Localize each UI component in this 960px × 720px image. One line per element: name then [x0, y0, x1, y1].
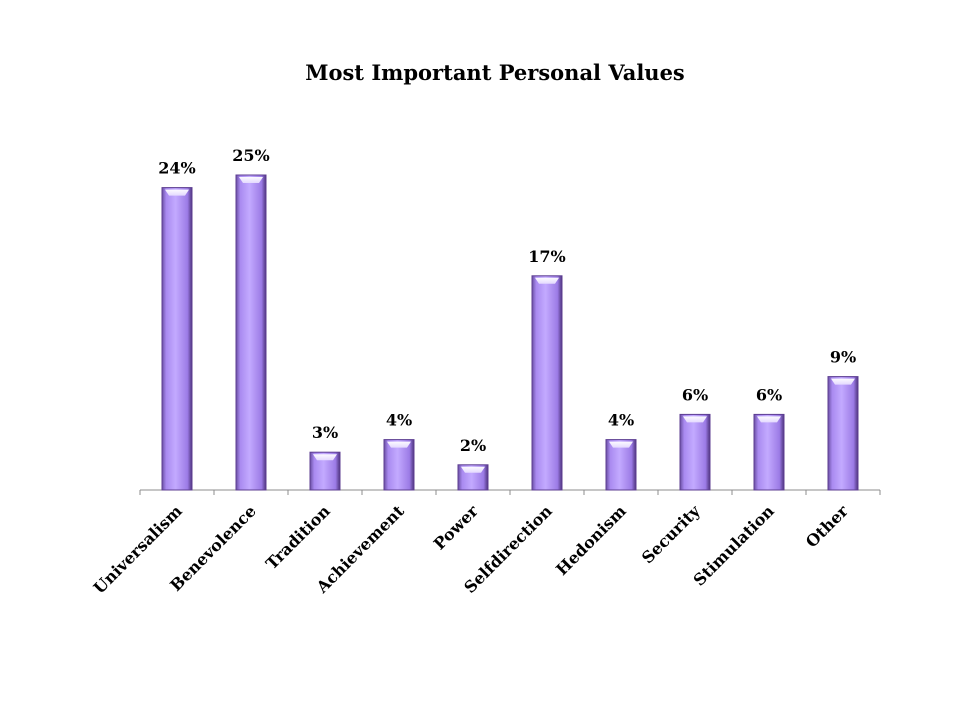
data-label: 9% [830, 348, 856, 367]
data-label: 3% [312, 423, 338, 442]
category-label: Power [430, 501, 482, 553]
category-label: Other [802, 501, 852, 551]
data-label: 6% [756, 385, 782, 404]
bar [753, 413, 785, 491]
bar [161, 187, 193, 491]
bar [531, 275, 563, 491]
bar [827, 376, 859, 491]
data-label: 6% [682, 385, 708, 404]
chart-title: Most Important Personal Values [305, 60, 685, 85]
bar [679, 413, 711, 491]
x-axis [139, 489, 881, 495]
category-label: Hedonism [552, 501, 630, 579]
data-label: 25% [232, 146, 269, 165]
data-label: 4% [386, 411, 412, 430]
category-label: Security [638, 501, 704, 567]
bar [605, 439, 637, 491]
category-label: Tradition [262, 501, 334, 573]
data-label: 4% [608, 411, 634, 430]
bar [235, 174, 267, 491]
data-label: 24% [158, 159, 195, 178]
bar [309, 451, 341, 491]
bar [457, 464, 489, 491]
bars [161, 174, 859, 491]
data-label: 17% [528, 247, 565, 266]
data-label: 2% [460, 436, 486, 455]
bar [383, 439, 415, 491]
data-labels: 24% 25% 3% 4% 2% 17% 4% 6% 6% 9% [158, 146, 856, 455]
